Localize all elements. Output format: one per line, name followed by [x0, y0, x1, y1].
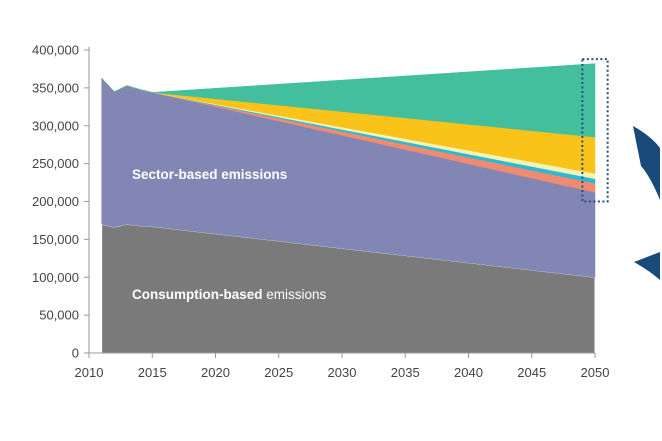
x-tick-label: 2045 — [517, 365, 546, 380]
x-tick-label: 2025 — [264, 365, 293, 380]
consumption-label-rest: emissions — [263, 287, 327, 302]
x-tick-label: 2030 — [328, 365, 357, 380]
y-tick-label: 100,000 — [32, 270, 79, 285]
consumption-based-emissions-label: Consumption-based emissions — [132, 287, 327, 302]
lower-arrow-icon — [634, 252, 660, 280]
area-series-7 — [101, 63, 596, 138]
x-tick-label: 2015 — [138, 365, 167, 380]
y-tick-label: 250,000 — [32, 156, 79, 171]
y-tick-label: 150,000 — [32, 232, 79, 247]
x-tick-label: 2020 — [201, 365, 230, 380]
x-tick-label: 2050 — [581, 365, 610, 380]
overlay-group — [581, 58, 660, 280]
x-tick-label: 2010 — [75, 365, 104, 380]
area-series-group — [101, 63, 596, 354]
highlight-box — [581, 58, 609, 203]
sector-based-emissions-label: Sector-based emissions — [132, 167, 287, 182]
y-tick-label: 50,000 — [39, 308, 79, 323]
y-tick-label: 0 — [72, 346, 79, 361]
y-tick-label: 350,000 — [32, 80, 79, 95]
upper-arrow-icon — [633, 126, 660, 200]
y-tick-label: 400,000 — [32, 43, 79, 58]
consumption-label-bold: Consumption-based — [132, 287, 263, 302]
y-tick-label: 200,000 — [32, 194, 79, 209]
x-tick-label: 2040 — [454, 365, 483, 380]
annotation-labels: Sector-based emissions Consumption-based… — [132, 167, 327, 302]
x-tick-label: 2035 — [391, 365, 420, 380]
axes-group: 0 50,000 100,000 150,000 200,000 250,000 300,0… — [32, 43, 609, 381]
y-tick-label: 300,000 — [32, 118, 79, 133]
